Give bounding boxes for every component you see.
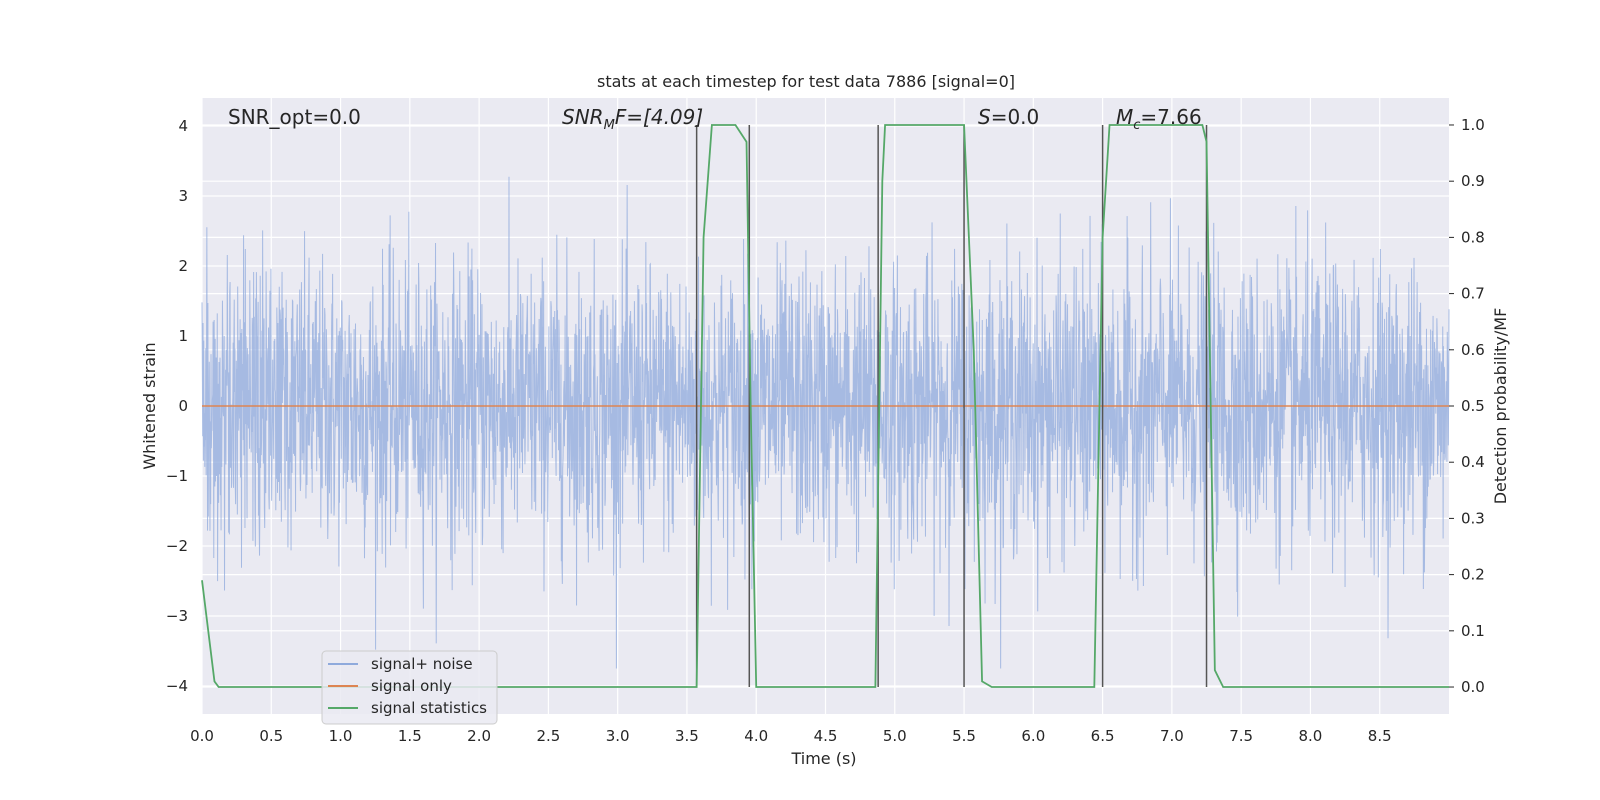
y2-tick-label: 0.2 (1461, 566, 1485, 584)
y-tick-label: 1 (178, 327, 188, 345)
signal-statistics-series (201, 124, 1449, 688)
series-signal-statistics-line (201, 124, 1449, 688)
annotation-mc-main: M (1116, 105, 1133, 129)
chart-title: stats at each timestep for test data 788… (597, 72, 1015, 91)
x-tick-label: 0.5 (259, 727, 283, 745)
signal-noise-series (201, 176, 1450, 669)
series-signal-noise-line (201, 176, 1450, 669)
y-tick-label: 0 (178, 397, 188, 415)
annotation-s: S=0.0 (978, 105, 1039, 129)
y-axis-label-right: Detection probability/MF (1491, 308, 1510, 505)
annotation-snr-opt: SNR_opt=0.0 (228, 105, 361, 129)
y-axis-left-ticks: 4 3 2 1 0 −1 −2 −3 −4 (166, 117, 188, 695)
x-tick-label: 6.0 (1021, 727, 1045, 745)
y2-tick-label: 0.7 (1461, 285, 1485, 303)
legend: signal+ noise signal only signal statist… (321, 650, 498, 725)
annotation-snr-mf: SNRMF=[4.09] (562, 105, 703, 133)
legend-label-signal-statistics: signal statistics (371, 699, 487, 717)
x-tick-label: 8.0 (1299, 727, 1323, 745)
annotation-mc-sub: c (1133, 118, 1140, 133)
legend-label-signal-noise: signal+ noise (371, 655, 473, 673)
annotation-snr-mf-sub: M (604, 118, 615, 133)
y-tick-label: 4 (178, 117, 188, 135)
x-axis-label: Time (s) (790, 749, 856, 768)
y-tick-label: −4 (166, 677, 188, 695)
x-tick-label: 3.0 (606, 727, 630, 745)
legend-label-signal-only: signal only (371, 677, 452, 695)
vertical-markers (695, 124, 1208, 688)
x-tick-label: 4.5 (814, 727, 838, 745)
y-tick-label: −1 (166, 467, 188, 485)
y2-tick-label: 1.0 (1461, 116, 1485, 134)
x-tick-label: 8.5 (1368, 727, 1392, 745)
x-tick-label: 7.0 (1160, 727, 1184, 745)
annotation-snr-mf-rest: F=[4.09] (615, 105, 703, 129)
y-tick-label: 3 (178, 187, 188, 205)
annotation-s-rest: =0.0 (991, 105, 1040, 129)
x-tick-label: 0.0 (190, 727, 214, 745)
x-tick-label: 2.5 (536, 727, 560, 745)
x-tick-label: 2.0 (467, 727, 491, 745)
annotation-mc: Mc=7.66 (1116, 105, 1202, 133)
y2-tick-label: 0.4 (1461, 453, 1485, 471)
y2-tick-label: 0.0 (1461, 678, 1485, 696)
x-tick-label: 5.5 (952, 727, 976, 745)
x-tick-label: 4.0 (744, 727, 768, 745)
y-axis-label-left: Whitened strain (140, 342, 159, 469)
annotation-s-main: S (978, 105, 991, 129)
annotation-mc-rest: =7.66 (1140, 105, 1201, 129)
y2-tick-label: 0.1 (1461, 622, 1485, 640)
x-tick-label: 1.0 (329, 727, 353, 745)
y2-tick-label: 0.8 (1461, 228, 1485, 246)
x-axis-ticks: 0.0 0.5 1.0 1.5 2.0 2.5 3.0 3.5 4.0 4.5 5.0 5.5 6.0 6… (190, 727, 1392, 745)
y-tick-label: −2 (166, 537, 188, 555)
legend-box (321, 650, 498, 725)
y2-tick-label: 0.6 (1461, 341, 1485, 359)
x-tick-label: 6.5 (1091, 727, 1115, 745)
x-tick-label: 5.0 (883, 727, 907, 745)
x-tick-label: 3.5 (675, 727, 699, 745)
y-tick-label: 2 (178, 257, 188, 275)
y2-tick-label: 0.5 (1461, 397, 1485, 415)
x-tick-label: 7.5 (1229, 727, 1253, 745)
y-tick-label: −3 (166, 607, 188, 625)
y2-tick-label: 0.9 (1461, 172, 1485, 190)
y-axis-right-ticks: 1.0 0.9 0.8 0.7 0.6 0.5 0.4 0.3 0.2 0.1 0.0 (1449, 116, 1485, 696)
y2-tick-label: 0.3 (1461, 509, 1485, 527)
annotation-snr-mf-main: SNR (562, 105, 604, 129)
x-tick-label: 1.5 (398, 727, 422, 745)
